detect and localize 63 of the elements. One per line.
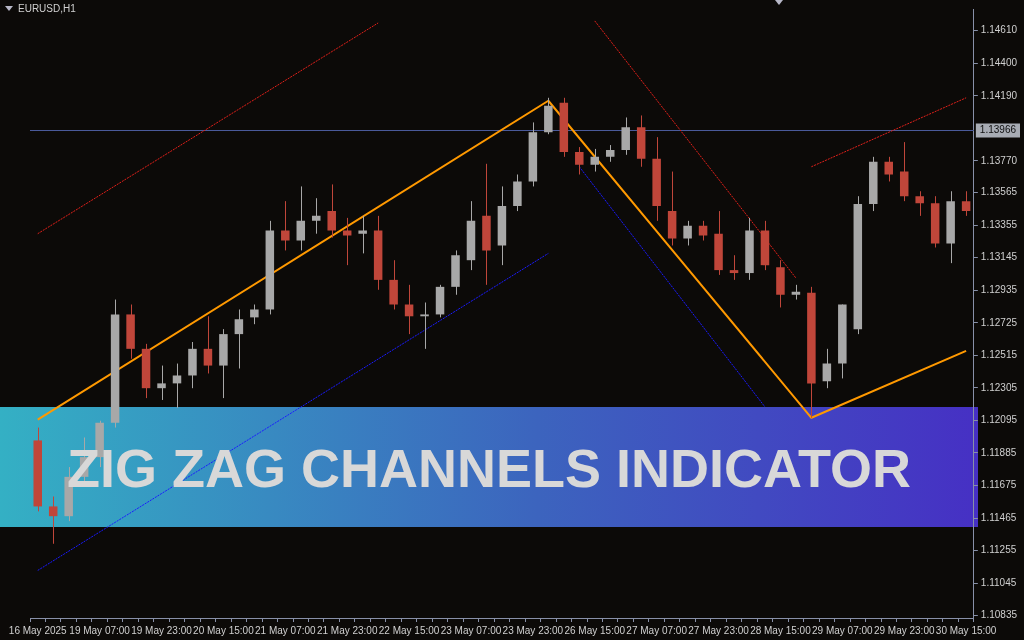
candlestick (420, 302, 429, 350)
candlestick (575, 146, 584, 175)
x-tick-label: 20 May 15:00 (193, 624, 255, 636)
candlestick (126, 304, 135, 360)
x-tick-label: 22 May 15:00 (378, 624, 440, 636)
y-tick-label: 1.12305 (980, 381, 1018, 393)
x-tick-label: 19 May 23:00 (131, 624, 193, 636)
candlestick (219, 328, 228, 399)
chart-subtitle: EURUSD,H1 (18, 3, 76, 14)
y-tick-label: 1.11885 (980, 446, 1017, 458)
y-tick-label: 1.14400 (980, 56, 1018, 68)
candlestick (327, 183, 336, 239)
candlestick (714, 210, 723, 276)
y-tick-label: 1.13565 (980, 186, 1018, 198)
candlestick (250, 304, 259, 325)
x-tick-label: 30 May 15:00 (935, 624, 997, 636)
y-tick-label: 1.12935 (980, 284, 1018, 296)
candlestick (652, 136, 661, 222)
y-tick-label: 1.12095 (980, 414, 1018, 426)
x-tick-label: 21 May 23:00 (316, 624, 378, 636)
y-tick-label: 1.14610 (980, 24, 1018, 36)
candlestick (621, 116, 630, 156)
y-tick-label: 1.14190 (980, 89, 1018, 101)
x-tick-label: 27 May 07:00 (626, 624, 688, 636)
candlestick (776, 259, 785, 308)
candlestick (281, 200, 290, 251)
x-tick-label: 23 May 07:00 (440, 624, 502, 636)
y-tick-label: 1.13770 (980, 154, 1018, 166)
x-tick-label: 27 May 23:00 (688, 624, 750, 636)
candlestick (745, 217, 754, 281)
y-tick-label: 1.11465 (980, 511, 1017, 523)
ref-line-label: 1.13966 (979, 124, 1017, 136)
y-tick-label: 1.11255 (980, 544, 1017, 556)
x-tick-label: 26 May 15:00 (564, 624, 626, 636)
x-tick-label: 16 May 2025 (8, 624, 68, 636)
candlestick (946, 190, 955, 264)
x-tick-label: 21 May 07:00 (255, 624, 317, 636)
candlestick (358, 215, 367, 254)
candlestick (33, 427, 42, 512)
x-tick-label: 28 May 15:00 (750, 624, 812, 636)
y-tick-label: 1.10835 (980, 609, 1018, 621)
candlestick (869, 156, 878, 212)
y-tick-label: 1.12725 (980, 316, 1018, 328)
x-tick-label: 19 May 07:00 (69, 624, 131, 636)
candlestick (915, 190, 924, 217)
candlestick (807, 286, 816, 419)
x-tick-label: 29 May 07:00 (812, 624, 874, 636)
candlestick (838, 304, 847, 379)
candlestick (482, 163, 491, 286)
candlestick (389, 259, 398, 310)
candlestick (513, 174, 522, 212)
y-tick-label: 1.13145 (980, 251, 1018, 263)
y-tick-label: 1.11675 (980, 479, 1017, 491)
candlestick (451, 249, 460, 296)
y-tick-label: 1.12515 (980, 349, 1018, 361)
y-tick-label: 1.13355 (980, 218, 1018, 230)
candlestick (188, 341, 197, 389)
candlestick (544, 97, 553, 135)
candlestick (312, 197, 321, 235)
x-tick-label: 29 May 23:00 (873, 624, 935, 636)
y-tick-label: 1.11045 (980, 576, 1017, 588)
candlestick (157, 365, 166, 401)
x-tick-label: 23 May 23:00 (502, 624, 564, 636)
